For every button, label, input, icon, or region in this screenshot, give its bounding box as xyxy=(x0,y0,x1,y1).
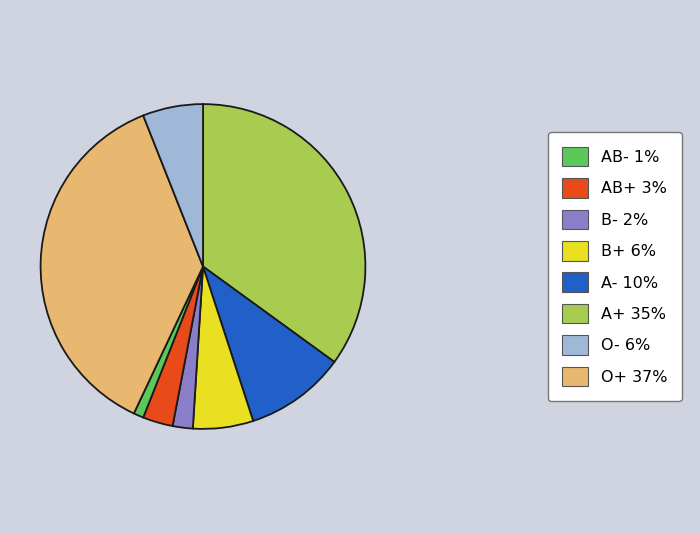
Wedge shape xyxy=(203,104,365,362)
Wedge shape xyxy=(203,266,335,421)
Wedge shape xyxy=(193,266,253,429)
Wedge shape xyxy=(41,116,203,414)
Legend: AB- 1%, AB+ 3%, B- 2%, B+ 6%, A- 10%, A+ 35%, O- 6%, O+ 37%: AB- 1%, AB+ 3%, B- 2%, B+ 6%, A- 10%, A+… xyxy=(548,132,682,401)
Wedge shape xyxy=(144,266,203,426)
Wedge shape xyxy=(144,104,203,266)
Wedge shape xyxy=(173,266,203,429)
Wedge shape xyxy=(134,266,203,417)
